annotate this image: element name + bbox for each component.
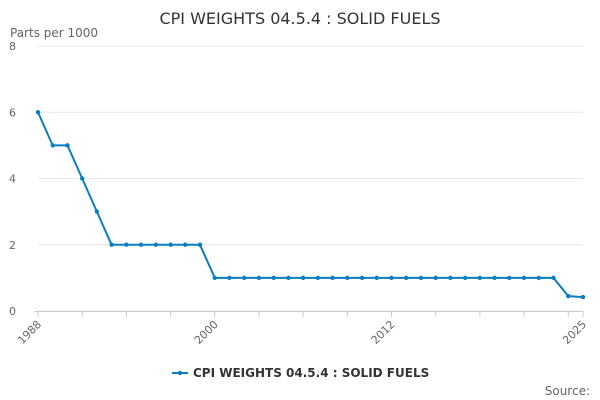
legend-label: CPI WEIGHTS 04.5.4 : SOLID FUELS [193, 366, 429, 380]
data-point[interactable] [492, 275, 497, 281]
y-tick-label: 8 [9, 40, 16, 53]
data-point[interactable] [109, 242, 114, 247]
y-tick-label: 2 [9, 239, 16, 252]
legend-marker [177, 370, 183, 376]
data-point[interactable] [462, 275, 468, 281]
data-point[interactable] [477, 275, 483, 281]
data-point[interactable] [212, 275, 217, 281]
data-point[interactable] [50, 143, 55, 148]
y-axis-label: Parts per 1000 [10, 26, 98, 40]
data-point[interactable] [418, 275, 424, 281]
legend[interactable]: CPI WEIGHTS 04.5.4 : SOLID FUELS [172, 366, 429, 380]
y-tick-label: 0 [9, 305, 16, 318]
x-tick-label: 1988 [15, 318, 44, 347]
chart-title: CPI WEIGHTS 04.5.4 : SOLID FUELS [159, 9, 440, 28]
data-point[interactable] [197, 242, 203, 247]
data-point[interactable] [359, 275, 365, 281]
data-point[interactable] [153, 242, 159, 247]
data-point[interactable] [65, 143, 70, 148]
data-point[interactable] [374, 275, 379, 281]
data-point[interactable] [448, 275, 453, 281]
data-point[interactable] [286, 275, 291, 281]
plot-area [35, 110, 586, 300]
data-point[interactable] [404, 275, 409, 281]
grid-lines [38, 45, 583, 312]
data-point[interactable] [345, 275, 350, 281]
data-point[interactable] [551, 275, 556, 281]
y-tick-label: 6 [9, 106, 16, 119]
data-point[interactable] [227, 275, 232, 281]
data-point[interactable] [580, 294, 586, 300]
data-point[interactable] [315, 275, 321, 281]
data-point[interactable] [94, 209, 100, 214]
data-point[interactable] [256, 275, 262, 281]
data-point[interactable] [330, 275, 335, 281]
data-point[interactable] [521, 275, 527, 281]
data-point[interactable] [79, 176, 85, 181]
x-tick-label: 2025 [560, 318, 589, 347]
source-label[interactable]: Source: [545, 384, 590, 398]
data-point[interactable] [389, 275, 394, 281]
data-point[interactable] [168, 242, 173, 247]
data-point[interactable] [536, 275, 542, 281]
data-point[interactable] [507, 275, 512, 281]
y-tick-label: 4 [9, 173, 16, 186]
data-point[interactable] [124, 242, 129, 247]
y-axis-ticks: 0 2 4 6 8 [9, 40, 16, 318]
series-line [37, 111, 584, 299]
x-axis: 1988 2000 2012 2025 [15, 311, 589, 347]
data-point[interactable] [242, 275, 247, 281]
x-tick-label: 2000 [192, 318, 221, 347]
data-point[interactable] [300, 275, 306, 281]
data-point[interactable] [35, 110, 41, 115]
data-point[interactable] [271, 275, 276, 281]
data-point[interactable] [566, 293, 571, 299]
data-point[interactable] [183, 242, 188, 247]
data-point[interactable] [433, 275, 438, 281]
data-point[interactable] [138, 242, 144, 247]
x-tick-label: 2012 [369, 318, 398, 347]
